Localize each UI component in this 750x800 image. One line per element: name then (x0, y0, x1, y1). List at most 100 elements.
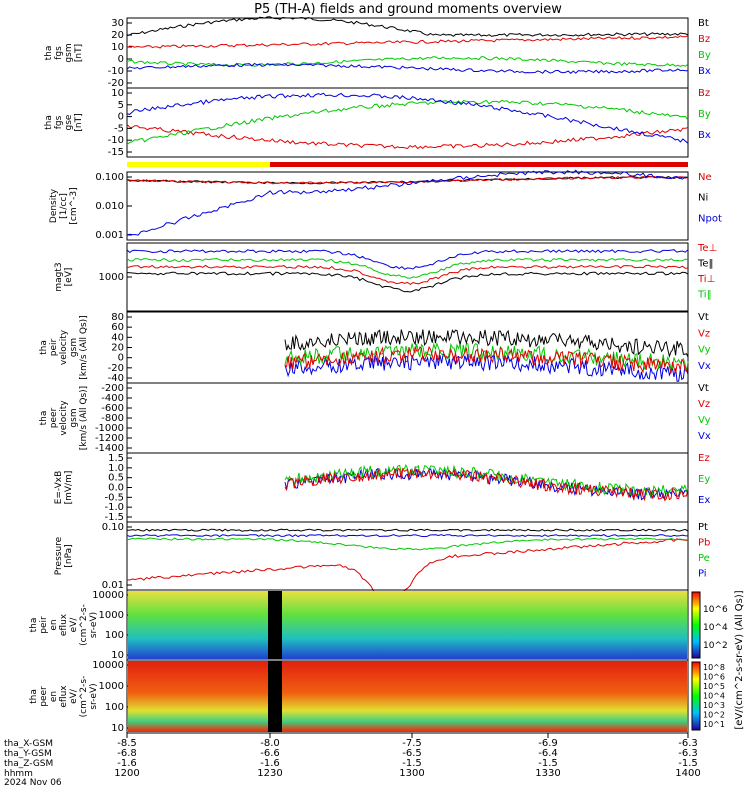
mode-bar-slow (127, 162, 270, 167)
ylabel-line: [km/s (All Qs)] (79, 315, 89, 379)
legend-Bx: Bx (698, 66, 711, 77)
legend-Ti⊥: Ti⊥ (697, 274, 715, 285)
series-Pi (126, 534, 689, 538)
legend-Bz: Bz (698, 34, 710, 45)
ylabel-line: peir (49, 338, 59, 356)
xaxis-value: -6.3 (678, 748, 698, 759)
legend-Ti‖: Ti‖ (697, 290, 712, 301)
y-tick-label: 1000 (99, 610, 124, 621)
legend-Ex: Ex (698, 495, 710, 506)
y-tick-label: 0 (118, 112, 124, 123)
colorbar-tick: 10^5 (703, 682, 725, 691)
ylabel-line: [cm^-3] (69, 187, 79, 224)
xaxis-value: -6.9 (538, 738, 558, 749)
ylabel-line: peer (49, 407, 59, 428)
series-ion-vel-2 (284, 345, 689, 374)
xaxis-value: -6.4 (538, 748, 558, 759)
y-tick-label: 5 (118, 100, 124, 111)
y-tick-label: 0 (118, 353, 124, 364)
y-tick-label: -1000 (95, 423, 124, 434)
y-tick-label: 80 (111, 312, 124, 323)
legend-Bz: Bz (698, 88, 710, 99)
date-label: 2024 Nov 06 (4, 778, 62, 788)
ylabel-line: tha (39, 411, 49, 426)
xaxis-value: 1400 (675, 768, 700, 779)
colorbar-tick: 10^2 (703, 711, 725, 720)
ylabel-line: gse (64, 114, 74, 130)
series-Ne (126, 175, 689, 185)
xaxis-row-label: hhmm (4, 769, 33, 779)
series-Bx (126, 62, 689, 74)
spectrogram (128, 661, 687, 732)
colorbar-top (691, 591, 701, 659)
xaxis-row-label: tha_X-GSM (4, 739, 53, 749)
series-ion-vel-3 (284, 329, 689, 358)
y-tick-label: -1.5 (104, 512, 124, 523)
colorbar-tick: 10^4 (703, 623, 728, 633)
legend-Pt: Pt (698, 522, 708, 533)
panel-ylabel: Density [1/cc] [cm^-3] (49, 187, 79, 224)
y-tick-label: 0.01 (102, 580, 124, 591)
y-tick-label: 100 (105, 630, 124, 641)
legend-Pb: Pb (698, 538, 710, 549)
panel-ylabel: tha peir en eflux eV/(cm^2-s-sr-eV) (29, 604, 99, 646)
colorbar-tick: 10^1 (703, 720, 725, 729)
xaxis-value: -8.0 (260, 738, 280, 749)
ylabel-line: magt3 (54, 262, 64, 291)
ylabel-line: peer (39, 686, 49, 707)
ylabel-line: tha (39, 340, 49, 355)
data-gap (268, 661, 282, 732)
series-temp-3 (126, 271, 689, 293)
ylabel-line: gsm (69, 408, 79, 427)
series-Pt (126, 528, 689, 532)
y-tick-label: -1400 (95, 443, 124, 454)
xaxis-value: -7.5 (402, 738, 422, 749)
y-tick-label: 10000 (92, 660, 124, 671)
legend-By: By (698, 109, 711, 120)
panel-frame (126, 521, 689, 591)
y-tick-label: 0.5 (108, 473, 124, 484)
ylabel-line: [eV] (64, 268, 74, 287)
xaxis-row-label: tha_Y-GSM (4, 749, 52, 759)
panel-density: Density [1/cc] [cm^-3] 0.100 0.010 0.001 Ne Ni N… (49, 162, 722, 241)
y-tick-label: -0.5 (104, 492, 124, 503)
series-efield-2 (284, 466, 689, 502)
panel-frame (126, 311, 689, 384)
y-tick-label: 0.010 (95, 201, 124, 212)
ylabel-line: sr-eV) (89, 683, 99, 709)
y-tick-label: -5 (114, 123, 124, 134)
ylabel-line: fgs (54, 115, 64, 129)
y-tick-label: 10 (111, 650, 124, 661)
spectrogram (128, 591, 687, 659)
data-gap (268, 591, 282, 659)
ylabel-line: [nT] (74, 113, 84, 131)
panel-ylabel: tha peer velocity gsm [km/s (All Qs)] (39, 386, 89, 450)
legend-Vx: Vx (698, 431, 711, 442)
ylabel-line: sr-eV) (89, 612, 99, 638)
y-tick-label: 10 (111, 723, 124, 734)
xaxis-value: 1300 (399, 768, 424, 779)
y-tick-label: 10 (111, 42, 124, 53)
panel-frame (126, 17, 689, 89)
y-tick-label: 1.5 (108, 453, 124, 464)
y-tick-label: 0.0 (108, 483, 124, 494)
ylabel-line: en (49, 691, 59, 702)
xaxis-value: 1330 (535, 768, 560, 779)
series-By (126, 56, 689, 67)
y-tick-label: 20 (111, 343, 124, 354)
y-tick-label: -20 (108, 363, 124, 374)
series-temp-2 (126, 264, 689, 286)
colorbar-tick: 10^6 (703, 673, 725, 682)
xaxis-value: -1.6 (117, 758, 137, 769)
panel-ylabel: tha fgs gsm [nT] (44, 43, 84, 62)
xaxis-value: -8.5 (117, 738, 137, 749)
legend-Vx: Vx (698, 361, 711, 372)
legend-Npot: Npot (698, 213, 722, 224)
ylabel-line: en (49, 619, 59, 630)
legend-Bx: Bx (698, 130, 711, 141)
ylabel-line: velocity (59, 329, 69, 365)
panel-ylabel: tha fgs gse [nT] (44, 113, 84, 131)
series-Pe (127, 537, 689, 551)
